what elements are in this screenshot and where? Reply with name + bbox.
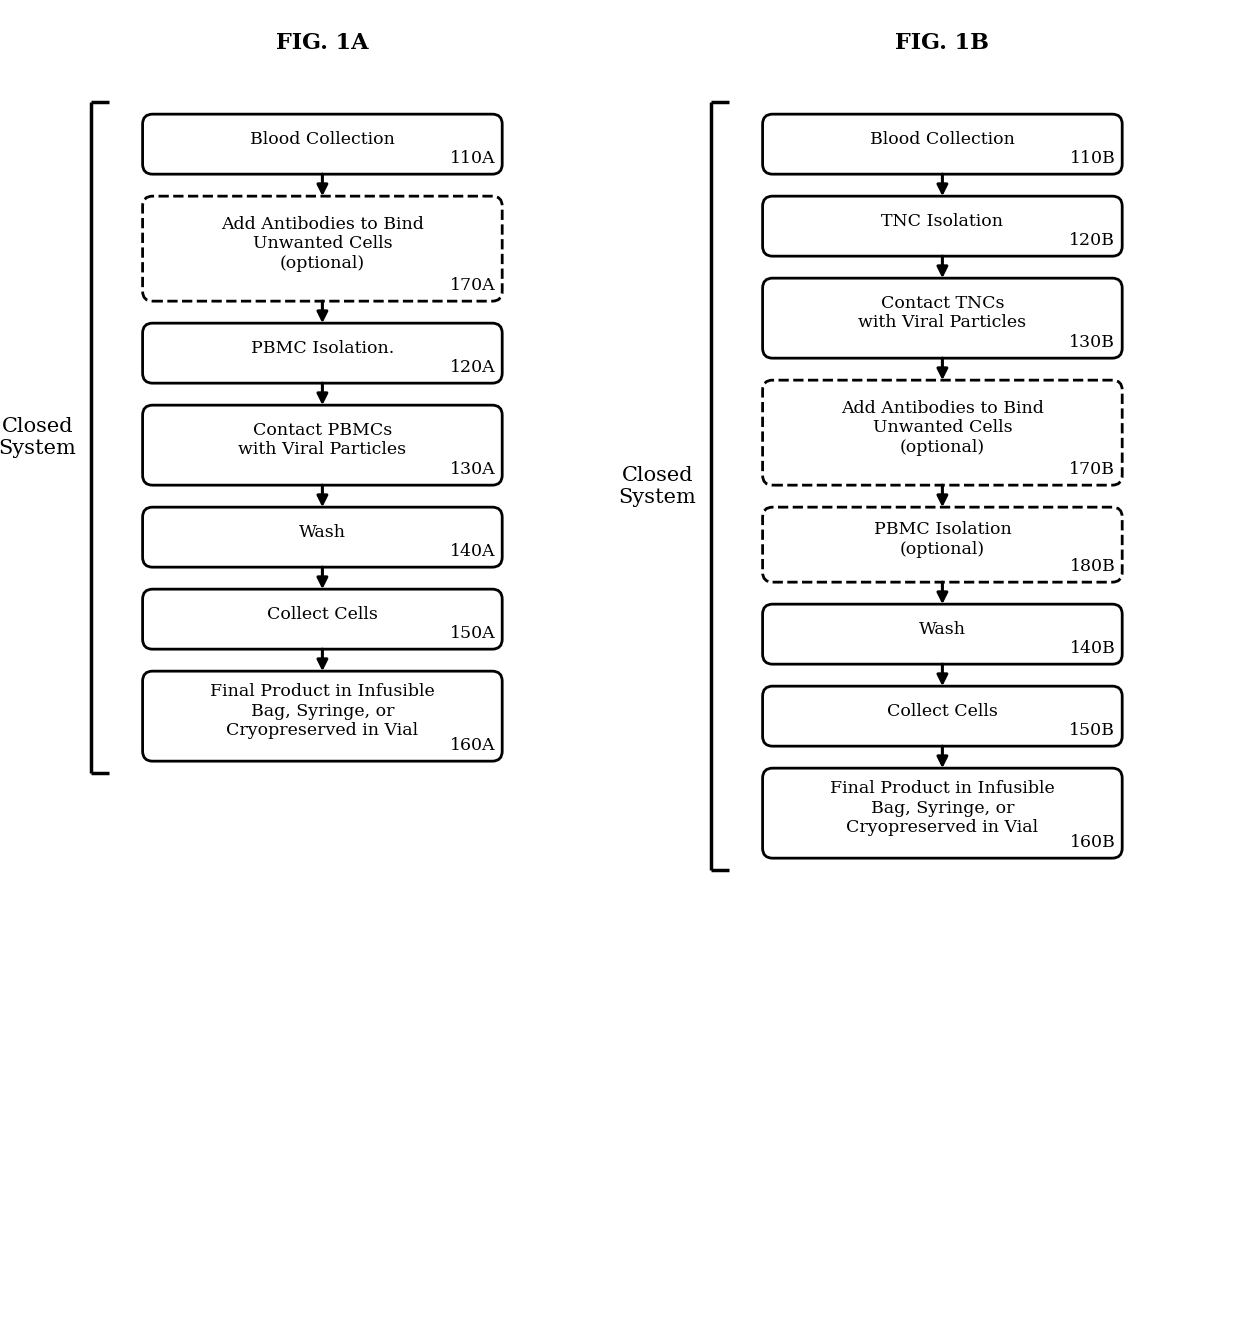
Text: FIG. 1A: FIG. 1A <box>277 32 368 54</box>
Text: 170B: 170B <box>1069 461 1115 478</box>
Text: 180B: 180B <box>1069 559 1115 575</box>
FancyBboxPatch shape <box>143 196 502 301</box>
Text: 140B: 140B <box>1069 641 1115 657</box>
Text: 130B: 130B <box>1069 334 1115 351</box>
Text: Contact TNCs
with Viral Particles: Contact TNCs with Viral Particles <box>858 295 1027 332</box>
FancyBboxPatch shape <box>143 324 502 383</box>
Text: Wash: Wash <box>299 524 346 541</box>
Text: Add Antibodies to Bind
Unwanted Cells
(optional): Add Antibodies to Bind Unwanted Cells (o… <box>841 400 1044 455</box>
FancyBboxPatch shape <box>763 686 1122 747</box>
FancyBboxPatch shape <box>763 508 1122 582</box>
Text: PBMC Isolation
(optional): PBMC Isolation (optional) <box>873 521 1012 557</box>
Text: Blood Collection: Blood Collection <box>250 130 394 148</box>
Text: Closed
System: Closed System <box>0 418 77 458</box>
Text: 130A: 130A <box>450 461 495 478</box>
Text: Collect Cells: Collect Cells <box>267 606 378 623</box>
FancyBboxPatch shape <box>143 114 502 175</box>
Text: Add Antibodies to Bind
Unwanted Cells
(optional): Add Antibodies to Bind Unwanted Cells (o… <box>221 216 424 271</box>
Text: 170A: 170A <box>450 277 495 294</box>
Text: Blood Collection: Blood Collection <box>870 130 1014 148</box>
FancyBboxPatch shape <box>763 114 1122 175</box>
FancyBboxPatch shape <box>143 406 502 485</box>
Text: Final Product in Infusible
Bag, Syringe, or
Cryopreserved in Vial: Final Product in Infusible Bag, Syringe,… <box>830 780 1055 837</box>
FancyBboxPatch shape <box>143 672 502 761</box>
Text: Wash: Wash <box>919 620 966 638</box>
Text: 150B: 150B <box>1069 723 1115 739</box>
Text: Final Product in Infusible
Bag, Syringe, or
Cryopreserved in Vial: Final Product in Infusible Bag, Syringe,… <box>210 684 435 739</box>
Text: Closed
System: Closed System <box>619 466 697 506</box>
FancyBboxPatch shape <box>143 590 502 649</box>
FancyBboxPatch shape <box>763 380 1122 485</box>
Text: 120A: 120A <box>450 359 495 376</box>
FancyBboxPatch shape <box>763 196 1122 257</box>
Text: Contact PBMCs
with Viral Particles: Contact PBMCs with Viral Particles <box>238 422 407 458</box>
FancyBboxPatch shape <box>763 604 1122 665</box>
Text: 150A: 150A <box>450 624 495 642</box>
Text: 120B: 120B <box>1069 232 1115 250</box>
Text: Collect Cells: Collect Cells <box>887 702 998 720</box>
Text: FIG. 1B: FIG. 1B <box>895 32 990 54</box>
FancyBboxPatch shape <box>143 508 502 567</box>
Text: 160A: 160A <box>450 737 495 755</box>
Text: 110A: 110A <box>450 150 495 167</box>
Text: 110B: 110B <box>1069 150 1115 167</box>
Text: PBMC Isolation.: PBMC Isolation. <box>250 340 394 357</box>
Text: 140A: 140A <box>450 543 495 560</box>
Text: TNC Isolation: TNC Isolation <box>882 212 1003 230</box>
Text: 160B: 160B <box>1069 834 1115 851</box>
FancyBboxPatch shape <box>763 768 1122 858</box>
FancyBboxPatch shape <box>763 278 1122 359</box>
